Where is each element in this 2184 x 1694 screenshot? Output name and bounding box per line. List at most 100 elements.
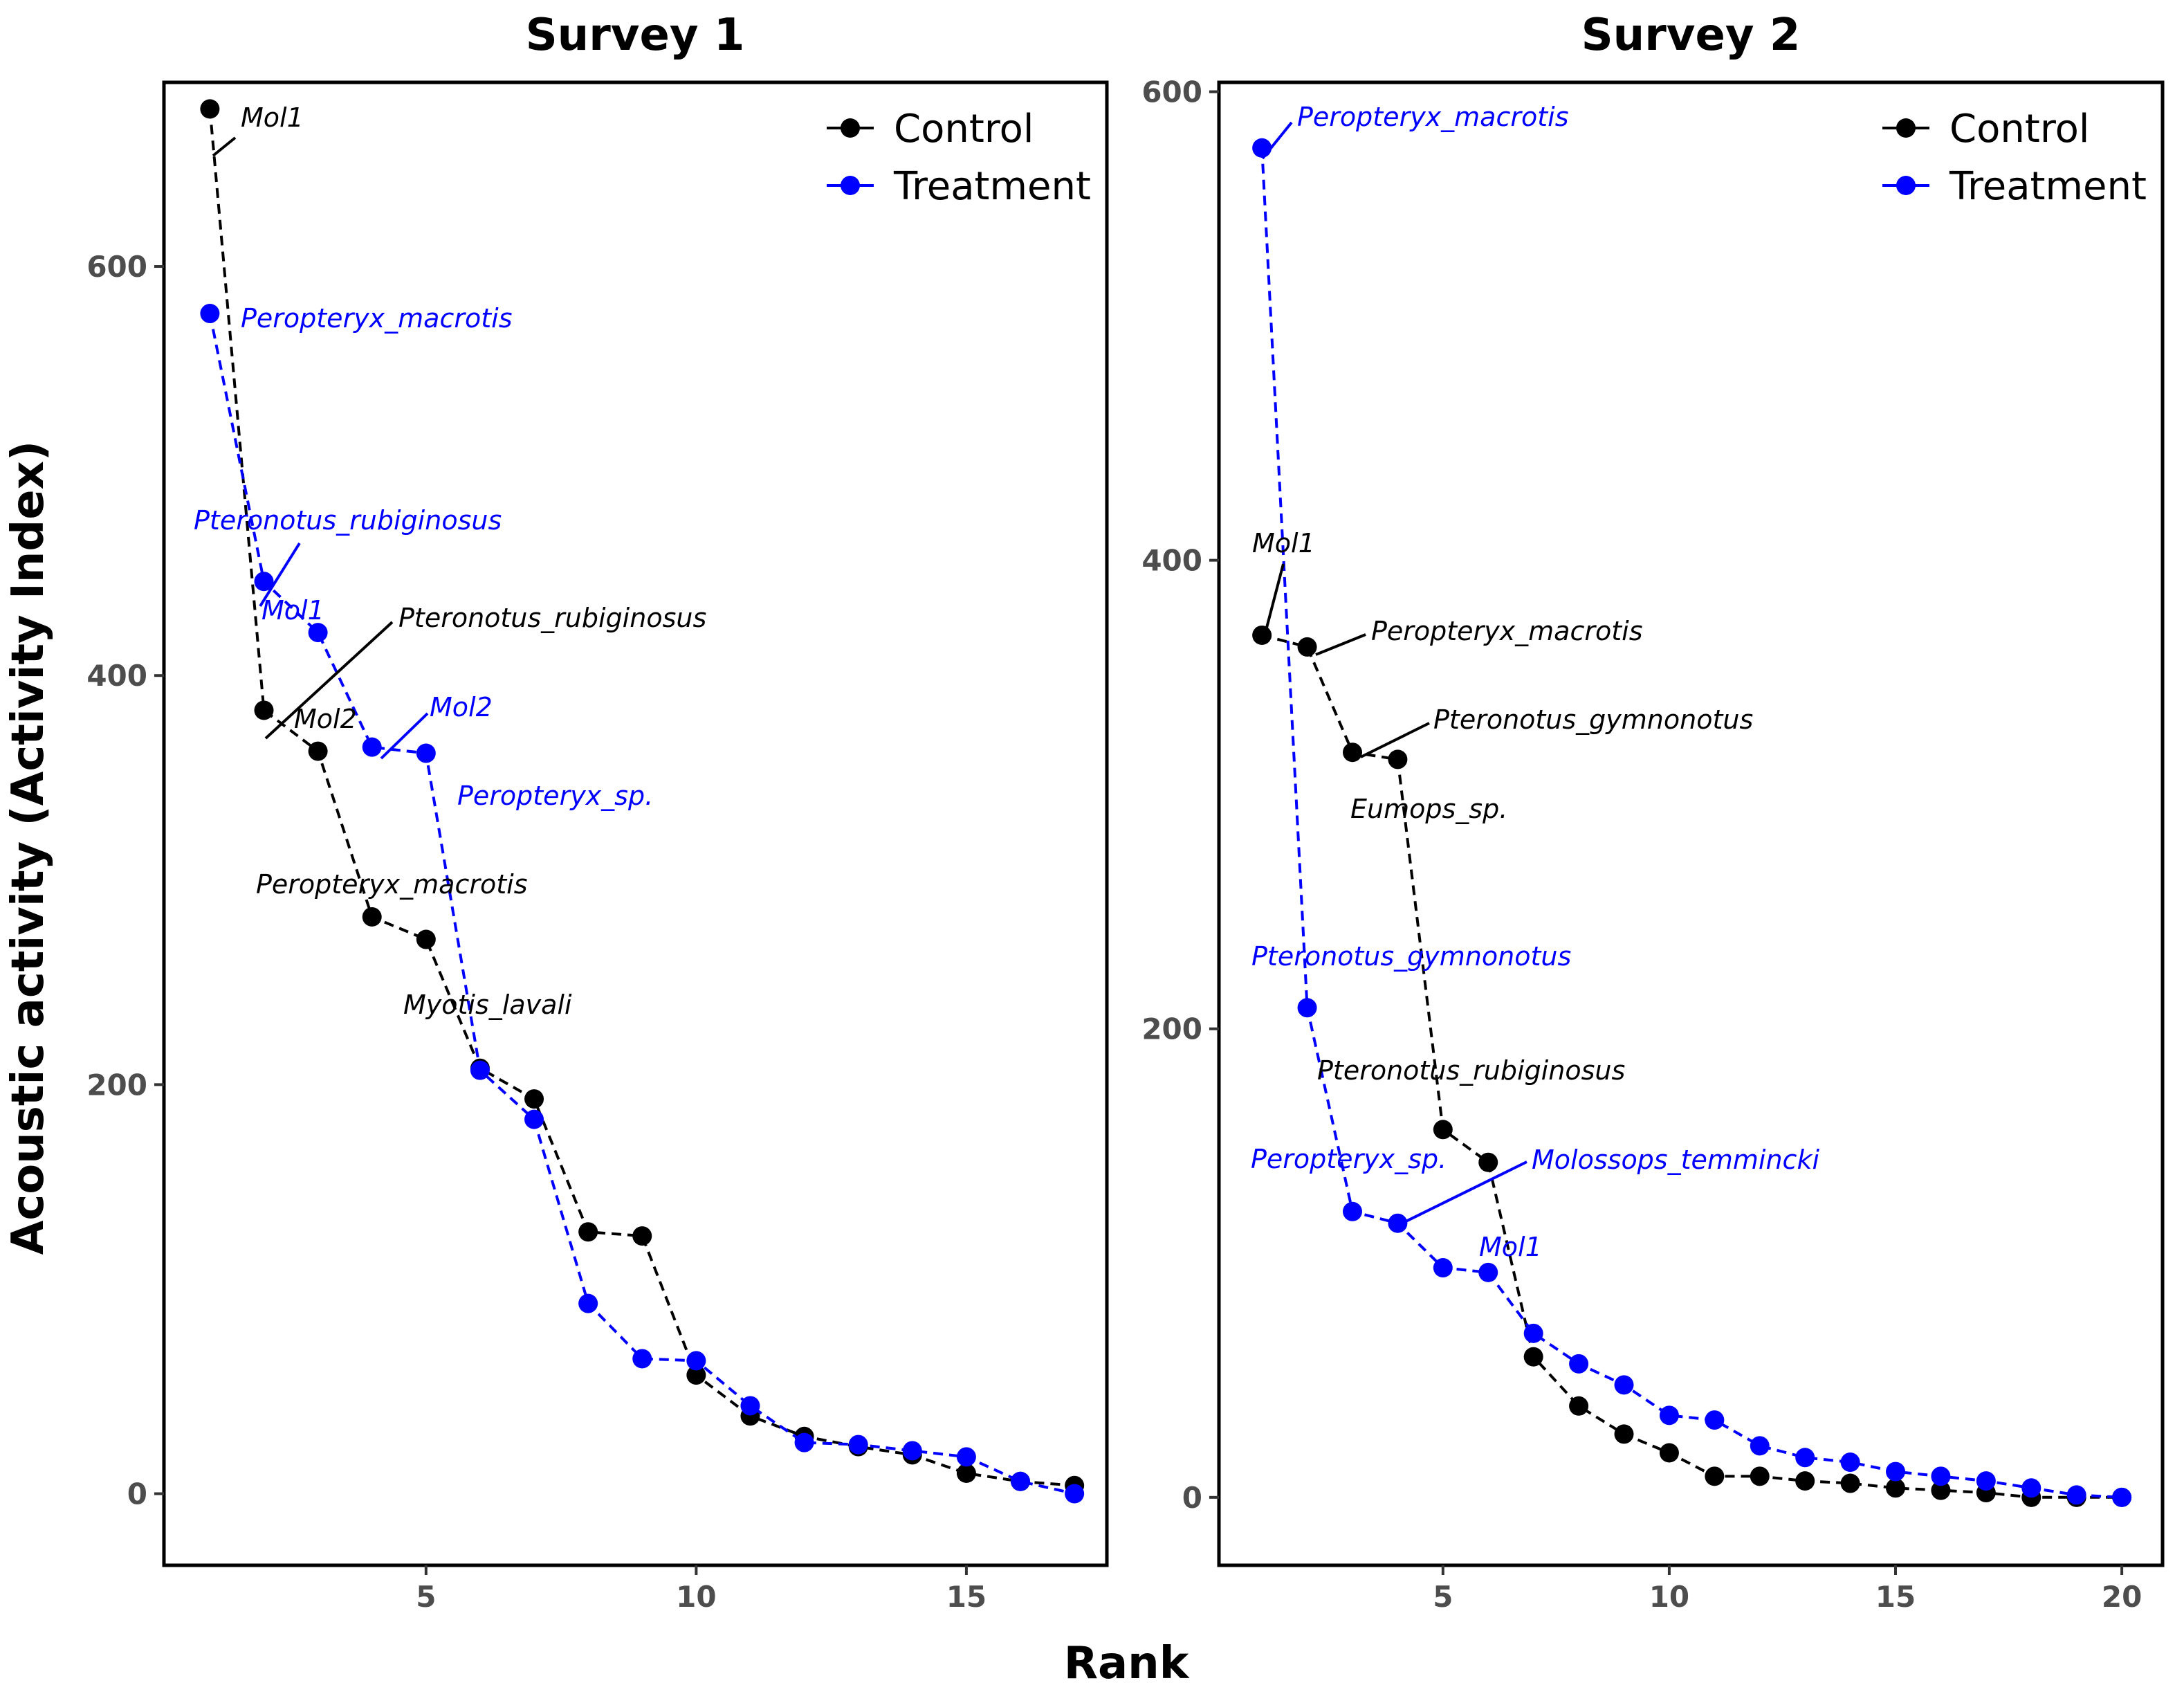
data-point (1750, 1466, 1770, 1486)
data-point (686, 1351, 706, 1371)
data-point (470, 1060, 490, 1080)
data-point (416, 929, 436, 949)
x-tick-label: 10 (676, 1580, 716, 1614)
data-point (1795, 1448, 1815, 1468)
legend-key-point (1896, 176, 1916, 195)
legend-label: Treatment (1949, 164, 2147, 209)
data-point (1342, 743, 1362, 763)
data-point (308, 741, 328, 761)
series-line (1260, 147, 2122, 1499)
legend-key-point (1896, 118, 1916, 138)
annotation-label: Myotis_lavali (403, 990, 572, 1020)
data-point (1252, 625, 1272, 645)
panel-2: Survey 2 0 200 400 600 5 10 15 20 Mol1 Peropteryx_… (1141, 10, 2165, 1614)
data-point (2021, 1478, 2041, 1498)
annotation-label: Mol1 (1252, 528, 1315, 558)
data-point (1388, 749, 1408, 769)
data-point (578, 1222, 598, 1242)
annotation-label: Peropteryx_sp. (457, 781, 653, 811)
annotation-label: Peropteryx_macrotis (256, 869, 528, 900)
data-point (1614, 1424, 1634, 1444)
data-point (524, 1109, 544, 1129)
panel-1: Survey 1 0 200 400 600 5 10 15 Mol1 Pteronotus_ru… (86, 10, 1109, 1614)
annotation-label: Pteronotus_gymnonotus (1251, 941, 1571, 972)
x-axis-title: Rank (1064, 1638, 1190, 1689)
legend-key-point (841, 176, 860, 195)
x-tick-label: 5 (416, 1580, 436, 1614)
data-point (578, 1293, 598, 1313)
data-point (1478, 1152, 1498, 1172)
x-tick-label: 15 (1875, 1580, 1916, 1614)
y-tick-label: 400 (1141, 544, 1202, 578)
data-point (308, 623, 328, 643)
x-tick-label: 15 (946, 1580, 987, 1614)
data-point (1569, 1396, 1589, 1416)
annotation-leader-line (212, 136, 237, 157)
annotation-label: Mol2 (430, 692, 493, 722)
annotation-leader-line (1315, 633, 1366, 656)
data-point (1614, 1375, 1634, 1395)
data-point (1750, 1436, 1770, 1456)
data-point (2066, 1485, 2086, 1505)
y-tick-label: 0 (1182, 1481, 1202, 1515)
data-point (1886, 1478, 1906, 1498)
data-point (1840, 1452, 1860, 1473)
data-point (416, 743, 436, 763)
data-point (1065, 1484, 1085, 1504)
data-point (1840, 1473, 1860, 1493)
plot-frame (1217, 80, 2165, 1567)
panel-title: Survey 2 (1581, 10, 1801, 61)
y-axis-title: Acoustic activity (Activity Index) (3, 441, 54, 1255)
data-point (1886, 1461, 1906, 1482)
data-point (254, 700, 274, 720)
data-point (524, 1089, 544, 1109)
data-point (956, 1463, 976, 1483)
y-tick-label: 600 (86, 250, 147, 284)
data-point (1931, 1466, 1951, 1486)
y-tick-label: 0 (127, 1477, 147, 1511)
data-point (254, 572, 274, 592)
legend-label: Control (894, 107, 1034, 152)
data-point (1659, 1443, 1679, 1463)
data-point (1297, 637, 1317, 657)
data-point (1342, 1201, 1362, 1221)
data-point (1433, 1120, 1453, 1140)
annotation-leader-line (1397, 1160, 1527, 1227)
annotation-label: Mol1 (1479, 1232, 1542, 1262)
annotation-leader-line (1261, 121, 1293, 160)
data-point (686, 1365, 706, 1385)
legend: Control Treatment (1882, 107, 2147, 209)
data-point (848, 1435, 868, 1455)
series-treatment (200, 304, 1085, 1504)
annotation-leader-line (1360, 722, 1430, 758)
data-point (1569, 1354, 1589, 1374)
data-point (2112, 1487, 2132, 1507)
data-point (362, 737, 382, 757)
annotation-label: Peropteryx_sp. (1251, 1144, 1447, 1174)
y-tick-label: 200 (1141, 1012, 1202, 1046)
annotation-label: Mol1 (241, 102, 304, 133)
annotation-leader-line (380, 712, 429, 760)
data-point (1478, 1262, 1498, 1282)
annotation-label: Pteronotus_gymnonotus (1433, 704, 1753, 735)
data-point (632, 1226, 652, 1246)
annotation-label: Pteronotus_rubiginosus (1317, 1055, 1625, 1086)
y-tick-label: 400 (86, 659, 147, 693)
data-point (1523, 1347, 1543, 1367)
x-tick-label: 5 (1433, 1580, 1453, 1614)
data-point (362, 907, 382, 927)
annotation-label: Mol2 (294, 704, 357, 734)
data-point (1976, 1471, 1996, 1491)
annotation-label: Eumops_sp. (1350, 794, 1507, 824)
data-point (632, 1349, 652, 1369)
y-tick-label: 200 (86, 1068, 147, 1102)
data-point (902, 1441, 922, 1461)
data-point (1297, 998, 1317, 1018)
series-line (208, 313, 1075, 1495)
data-point (1795, 1471, 1815, 1491)
data-point (1252, 138, 1272, 158)
legend-label: Treatment (893, 164, 1091, 209)
series-line (208, 109, 1075, 1487)
data-point (1388, 1213, 1408, 1233)
